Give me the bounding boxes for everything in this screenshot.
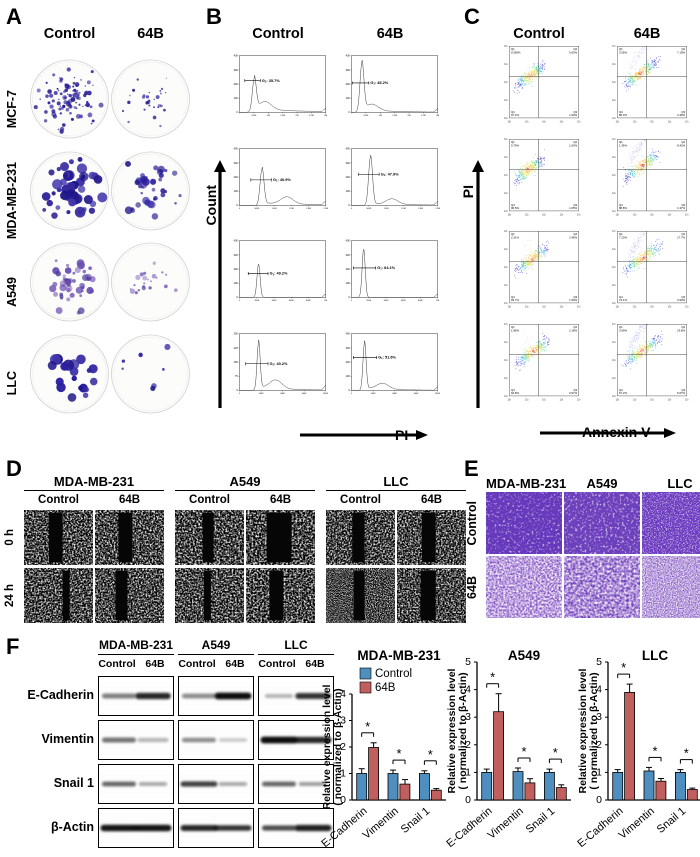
- svg-text:*: *: [521, 744, 526, 759]
- svg-text:2: 2: [596, 739, 602, 751]
- svg-text:Vimentin: Vimentin: [486, 805, 526, 842]
- svg-text:*: *: [553, 745, 558, 760]
- svg-text:MDA-MB-231: MDA-MB-231: [357, 648, 441, 663]
- svg-text:*: *: [365, 719, 370, 734]
- svg-text:Snail 1: Snail 1: [399, 805, 432, 836]
- svg-text:2: 2: [340, 741, 346, 753]
- svg-text:Snail 1: Snail 1: [655, 805, 688, 836]
- svg-text:3: 3: [596, 711, 602, 723]
- svg-text:*: *: [684, 746, 689, 761]
- svg-text:E-Cadherin: E-Cadherin: [320, 805, 370, 850]
- svg-text:4: 4: [465, 684, 471, 696]
- svg-text:Control: Control: [375, 668, 412, 680]
- svg-text:64B: 64B: [375, 682, 396, 694]
- svg-text:1: 1: [596, 766, 602, 778]
- svg-text:*: *: [396, 746, 401, 761]
- svg-text:0: 0: [465, 794, 471, 806]
- svg-text:1: 1: [340, 768, 346, 780]
- svg-text:Snail 1: Snail 1: [524, 805, 557, 836]
- svg-text:Vimentin: Vimentin: [361, 805, 401, 842]
- svg-text:0: 0: [340, 794, 346, 806]
- svg-text:*: *: [621, 660, 626, 675]
- svg-text:4: 4: [596, 684, 602, 696]
- svg-text:3: 3: [340, 715, 346, 727]
- svg-text:4: 4: [340, 688, 346, 700]
- svg-text:E-Cadherin: E-Cadherin: [445, 805, 495, 850]
- svg-text:A549: A549: [508, 648, 540, 663]
- svg-text:*: *: [652, 743, 657, 758]
- svg-text:LLC: LLC: [642, 648, 668, 663]
- svg-text:5: 5: [465, 656, 471, 668]
- svg-text:*: *: [490, 670, 495, 685]
- svg-text:0: 0: [596, 794, 602, 806]
- svg-text:*: *: [428, 747, 433, 762]
- svg-text:Vimentin: Vimentin: [617, 805, 657, 842]
- svg-text:1: 1: [465, 766, 471, 778]
- svg-text:3: 3: [465, 711, 471, 723]
- svg-text:2: 2: [465, 739, 471, 751]
- svg-text:5: 5: [596, 656, 602, 668]
- svg-text:E-Cadherin: E-Cadherin: [576, 805, 626, 850]
